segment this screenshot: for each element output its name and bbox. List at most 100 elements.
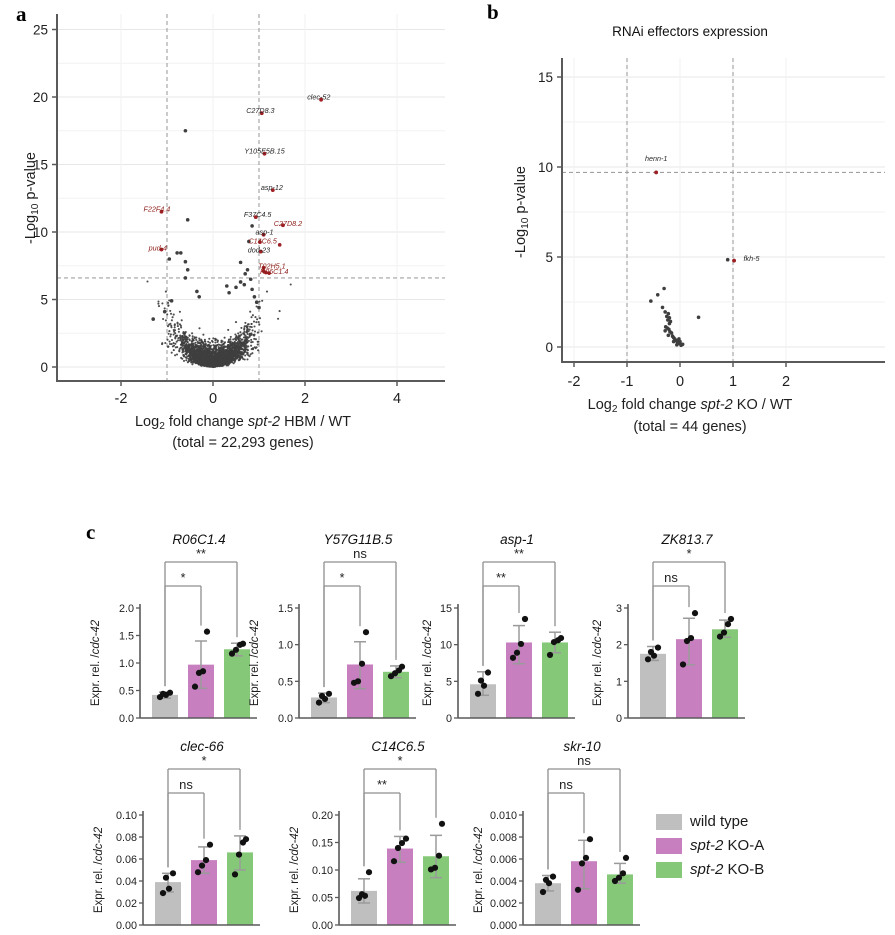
bars xyxy=(311,664,409,718)
data-dot xyxy=(582,854,590,861)
axes: 0.00 0.05 0.10 0.15 0.20 xyxy=(312,810,456,932)
panel-b-letter: b xyxy=(487,0,499,24)
significance-label: ** xyxy=(377,778,387,792)
axes: 0.000 0.002 0.004 0.006 0.008 0.010 xyxy=(490,810,640,932)
barchart-C14C6.5: C14C6.5 0.00 0.05 0.10 0.15 0.20 Expr. rel. /c… xyxy=(289,739,456,932)
y-tick-label: 1 xyxy=(616,676,622,688)
data-dot xyxy=(199,668,207,675)
x-tick-label: 2 xyxy=(301,391,309,407)
gene-label: F22F4.4 xyxy=(143,205,170,214)
threshold-lines xyxy=(57,14,445,381)
bar xyxy=(152,694,178,718)
data-dot xyxy=(166,689,174,696)
chart-title: skr-10 xyxy=(563,739,601,754)
significance-label: * xyxy=(202,754,207,768)
barchart-clec-66: clec-66 0.00 0.02 0.04 0.06 0.08 0.10 Expr. rel… xyxy=(93,739,260,932)
data-dot xyxy=(435,852,443,859)
y-tick-label: 0 xyxy=(545,340,553,355)
gene-labels: clec-52 C27D8.3 Y105E5B.15 asp-12 F22F4.4 F37… xyxy=(143,93,330,277)
x-tick-label: 0 xyxy=(209,391,217,407)
y-tick-label: 0.0 xyxy=(119,713,134,725)
y-tick-label: 0 xyxy=(40,360,48,375)
data-dot xyxy=(720,629,728,636)
y-tick-label: 0 xyxy=(446,713,452,725)
volcano-plot-b: 0 5 10 15 -2 -1 0 1 2 RNAi effectors expression Lo… xyxy=(513,24,885,435)
legend: wild type spt-2 KO-A spt-2 KO-B xyxy=(656,812,764,879)
gene-label: dod-23 xyxy=(248,246,270,255)
bar xyxy=(224,649,250,718)
axes: 0.0 0.5 1.0 1.5 2.0 xyxy=(119,603,257,725)
y-tick-label: 0.00 xyxy=(116,920,137,932)
data-dot xyxy=(325,690,333,697)
y-tick-label: 5 xyxy=(40,293,48,308)
data-dot xyxy=(654,644,662,651)
data-dot xyxy=(477,677,485,684)
legend-item-1: spt-2 KO-A xyxy=(656,836,764,855)
y-tick-label: 1.5 xyxy=(278,603,293,615)
gene-label: fkh-5 xyxy=(744,254,761,263)
y-tick-label: 15 xyxy=(33,158,48,173)
y-axis-label: Expr. rel. /cdc-42 xyxy=(592,619,604,706)
y-axis-label: Expr. rel. /cdc-42 xyxy=(289,826,301,913)
gene-label: clec-52 xyxy=(307,93,330,102)
y-axis-label: Expr. rel. /cdc-42 xyxy=(249,619,261,706)
bars xyxy=(640,629,738,718)
data-dot xyxy=(513,649,521,656)
gridlines xyxy=(562,58,885,362)
x-tick-label: 4 xyxy=(393,391,401,407)
data-dot xyxy=(159,690,167,697)
legend-item-0: wild type xyxy=(656,812,764,831)
y-axis-label: Expr. rel. /cdc-42 xyxy=(90,619,102,706)
chart-title: C14C6.5 xyxy=(371,739,425,754)
data-dot xyxy=(724,621,732,628)
data-dot xyxy=(484,669,492,676)
significance-label: ** xyxy=(496,571,506,585)
y-tick-label: 15 xyxy=(538,70,553,85)
data-dot xyxy=(474,690,482,697)
significance-brackets: *** xyxy=(164,547,238,687)
axes: 0 5 10 15 -2 -1 0 1 2 xyxy=(538,58,885,390)
bar xyxy=(712,629,738,718)
data-dot xyxy=(521,615,529,623)
y-tick-label: 0.06 xyxy=(116,854,137,866)
data-dot xyxy=(390,858,398,865)
data-dot xyxy=(202,857,210,864)
data-dot xyxy=(228,650,236,657)
y-axis-label: Expr. rel. /cdc-42 xyxy=(93,826,105,913)
data-dots xyxy=(539,836,630,896)
significance-label: * xyxy=(398,754,403,768)
significance-label: * xyxy=(181,571,186,585)
chart-title: RNAi effectors expression xyxy=(612,24,768,39)
data-dot xyxy=(619,870,627,877)
gene-label: asp-1 xyxy=(256,228,274,237)
y-tick-label: 0.5 xyxy=(119,686,134,698)
barchart-R06C1.4: R06C1.4 0.0 0.5 1.0 1.5 2.0 Expr. rel. /cdc-42… xyxy=(90,532,257,725)
x-tick-label: -2 xyxy=(568,374,581,390)
y-tick-label: 0.010 xyxy=(490,810,517,822)
data-dot xyxy=(546,651,554,659)
y-tick-label: 0.04 xyxy=(116,876,137,888)
y-axis-label: Expr. rel. /cdc-42 xyxy=(473,826,485,913)
y-tick-label: 0.0 xyxy=(278,713,293,725)
y-tick-label: 10 xyxy=(33,225,48,240)
bar xyxy=(640,653,666,718)
y-tick-label: 0.004 xyxy=(490,876,517,888)
axes: 0 1 2 3 xyxy=(616,603,745,725)
data-dot xyxy=(315,699,323,706)
significance-brackets: * ns xyxy=(323,546,397,688)
significance-brackets: ** ** xyxy=(482,547,556,666)
significance-label: ** xyxy=(196,547,206,561)
data-dot xyxy=(438,820,446,827)
y-tick-label: 0.5 xyxy=(278,676,293,688)
data-dot xyxy=(509,654,517,661)
panel-a-letter: a xyxy=(16,2,27,26)
data-dots xyxy=(644,610,735,668)
data-dot xyxy=(394,844,402,852)
y-tick-label: 0.05 xyxy=(312,893,333,905)
data-dot xyxy=(586,836,594,843)
data-dot xyxy=(169,870,177,877)
data-points xyxy=(649,170,736,348)
axes: 0.00 0.02 0.04 0.06 0.08 0.10 xyxy=(116,810,260,932)
data-dot xyxy=(159,890,167,897)
